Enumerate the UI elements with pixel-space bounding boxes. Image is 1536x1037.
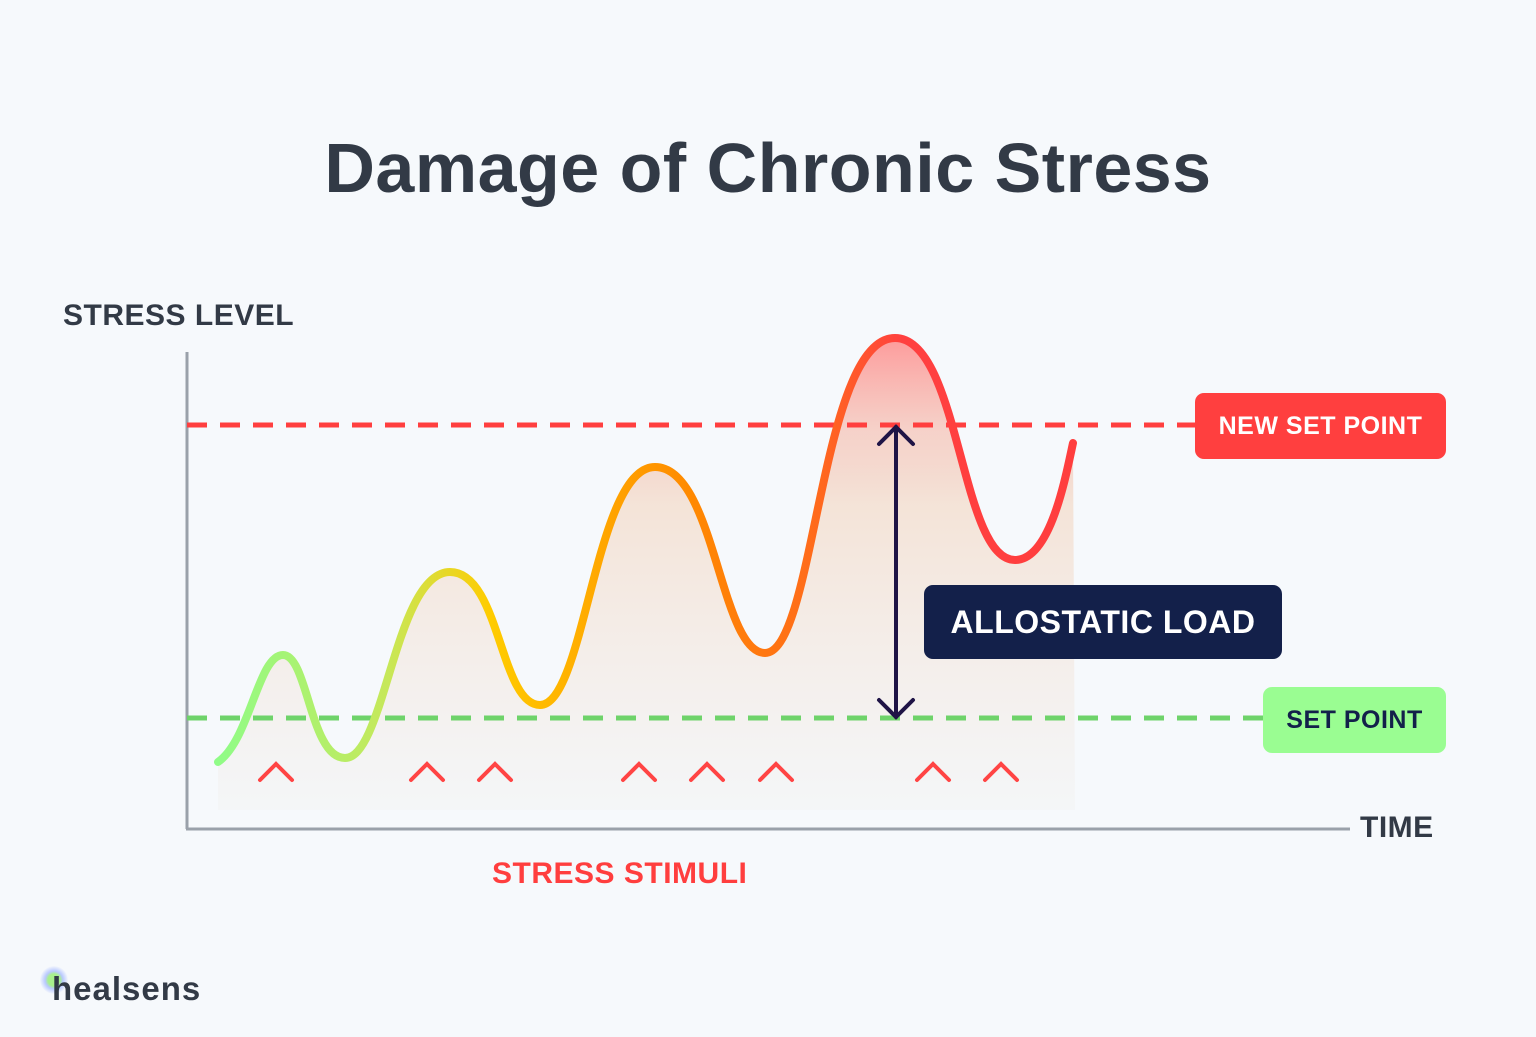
logo-dot-icon [40, 966, 68, 994]
up-arrow-icon [983, 761, 1019, 820]
up-arrow-icon [915, 761, 951, 820]
stress-stimuli-arrows [258, 761, 1019, 820]
allostatic-load-arrow-icon [877, 424, 915, 720]
stress-curve [214, 333, 1077, 766]
allostatic-load-badge: ALLOSTATIC LOAD [924, 585, 1282, 659]
up-arrow-icon [477, 761, 513, 820]
set-point-badge: SET POINT [1263, 687, 1446, 753]
up-arrow-icon [689, 761, 725, 820]
new-set-point-badge: NEW SET POINT [1195, 393, 1446, 459]
page-title: Damage of Chronic Stress [324, 129, 1212, 207]
x-axis-label: TIME [1360, 811, 1434, 844]
brand-logo: healsens [52, 970, 202, 1007]
curve-fill [218, 338, 1075, 810]
up-arrow-icon [409, 761, 445, 820]
y-axis-label: STRESS LEVEL [63, 299, 295, 332]
up-arrow-icon [621, 761, 657, 820]
stress-stimuli-label: STRESS STIMULI [492, 857, 748, 890]
up-arrow-icon [258, 761, 294, 820]
up-arrow-icon [758, 761, 794, 820]
